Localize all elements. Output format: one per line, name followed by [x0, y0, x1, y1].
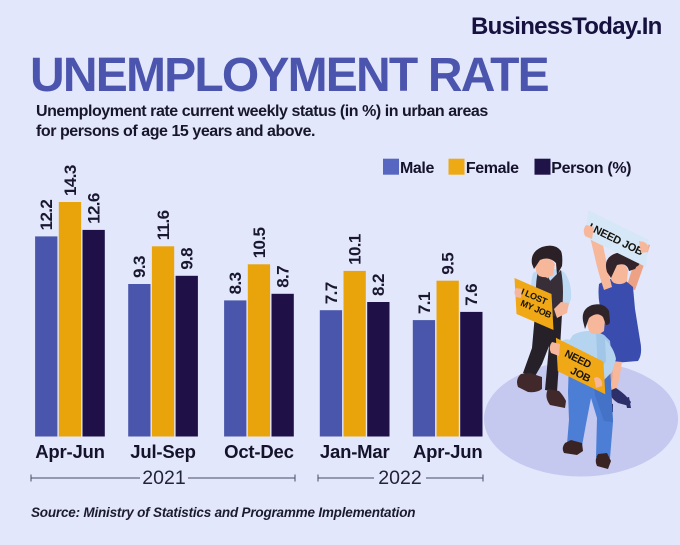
- svg-text:Oct-Dec: Oct-Dec: [224, 441, 294, 462]
- svg-text:Person: Person: [551, 160, 603, 177]
- svg-text:(%): (%): [607, 160, 631, 177]
- svg-text:Apr-Jun: Apr-Jun: [35, 441, 105, 462]
- svg-text:8.3: 8.3: [226, 272, 245, 294]
- svg-text:Female: Female: [466, 160, 519, 177]
- svg-text:10.5: 10.5: [250, 227, 269, 258]
- svg-text:Apr-Jun: Apr-Jun: [413, 441, 483, 462]
- svg-text:9.3: 9.3: [130, 256, 149, 278]
- svg-text:8.2: 8.2: [369, 274, 388, 296]
- svg-text:7.6: 7.6: [462, 284, 481, 306]
- svg-text:10.1: 10.1: [345, 234, 364, 265]
- svg-text:9.5: 9.5: [438, 253, 457, 275]
- svg-text:14.3: 14.3: [61, 165, 80, 196]
- svg-text:Jan-Mar: Jan-Mar: [320, 441, 390, 462]
- svg-text:2021: 2021: [142, 467, 185, 489]
- svg-text:7.7: 7.7: [322, 282, 341, 304]
- svg-text:12.2: 12.2: [37, 200, 56, 231]
- svg-text:2022: 2022: [378, 467, 421, 489]
- svg-text:12.6: 12.6: [85, 193, 104, 224]
- svg-text:7.1: 7.1: [415, 292, 434, 314]
- svg-text:11.6: 11.6: [154, 210, 173, 240]
- svg-text:9.8: 9.8: [178, 248, 197, 270]
- svg-text:8.7: 8.7: [273, 266, 292, 288]
- svg-text:Jul-Sep: Jul-Sep: [130, 441, 195, 462]
- svg-text:Male: Male: [400, 160, 434, 177]
